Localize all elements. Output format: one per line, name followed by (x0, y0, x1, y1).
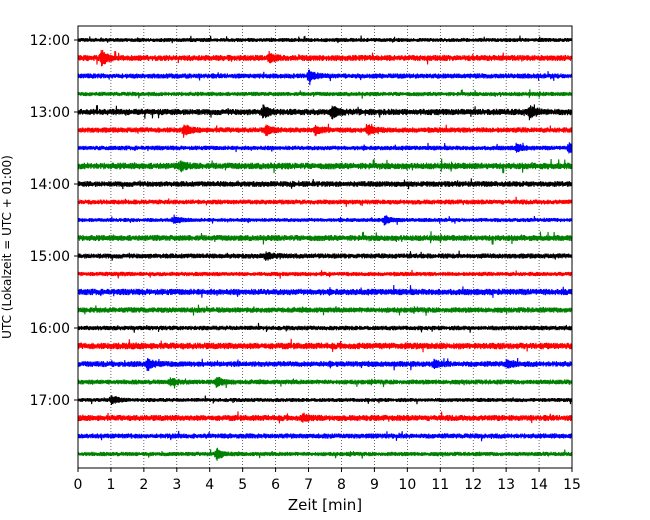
trace-line-16:45 (77, 376, 573, 389)
trace-line-14:45 (77, 231, 573, 245)
y-tick-label: 17:00 (30, 393, 70, 409)
trace-line-12:00 (77, 35, 573, 44)
trace-line-15:45 (77, 304, 573, 316)
x-tick-label: 9 (370, 477, 379, 493)
trace-line-14:30 (77, 214, 573, 226)
x-tick-label: 14 (530, 477, 548, 493)
x-tick-label: 6 (271, 477, 280, 493)
trace-line-12:45 (77, 89, 573, 99)
x-tick-label: 13 (497, 477, 515, 493)
trace-line-14:15 (77, 196, 573, 207)
trace-line-17:00 (77, 395, 573, 406)
trace-line-16:00 (77, 322, 573, 333)
trace-line-16:30 (77, 358, 573, 371)
trace-line-13:30 (77, 142, 573, 154)
x-tick-label: 11 (431, 477, 449, 493)
y-axis-label: UTC (Lokalzeit = UTC + 01:00) (0, 155, 14, 339)
trace-line-12:15 (77, 49, 573, 67)
x-tick-label: 8 (337, 477, 346, 493)
x-tick-label: 0 (74, 477, 83, 493)
trace-line-17:30 (77, 430, 573, 442)
trace-line-16:15 (77, 338, 573, 353)
x-tick-label: 4 (205, 477, 214, 493)
trace-line-17:15 (77, 411, 573, 424)
x-axis-ticks: 0 1 2 3 4 5 6 7 8 9 10 11 12 13 14 15 (74, 468, 581, 493)
x-tick-label: 3 (172, 477, 181, 493)
x-axis-label: Zeit [min] (288, 496, 362, 514)
y-axis-ticks: 12:00 13:00 14:00 15:00 16:00 17:00 (30, 33, 78, 409)
x-tick-label: 15 (563, 477, 581, 493)
x-tick-label: 5 (238, 477, 247, 493)
trace-line-14:00 (77, 178, 573, 190)
y-tick-label: 15:00 (30, 249, 70, 265)
y-tick-label: 12:00 (30, 33, 70, 49)
trace-line-12:30 (77, 69, 573, 86)
trace-line-17:45 (77, 447, 573, 461)
trace-line-15:30 (77, 285, 573, 298)
x-tick-label: 7 (304, 477, 313, 493)
seismic-traces (77, 35, 573, 461)
trace-line-13:45 (77, 158, 573, 174)
trace-line-13:00 (77, 104, 573, 121)
x-tick-label: 10 (398, 477, 416, 493)
x-tick-label: 2 (139, 477, 148, 493)
y-tick-label: 14:00 (30, 177, 70, 193)
trace-line-13:15 (77, 123, 573, 138)
y-tick-label: 16:00 (30, 321, 70, 337)
y-tick-label: 13:00 (30, 105, 70, 121)
x-tick-label: 12 (464, 477, 482, 493)
x-tick-label: 1 (106, 477, 115, 493)
trace-line-15:15 (77, 269, 573, 279)
trace-line-15:00 (77, 250, 573, 261)
plot-frame (77, 25, 573, 469)
